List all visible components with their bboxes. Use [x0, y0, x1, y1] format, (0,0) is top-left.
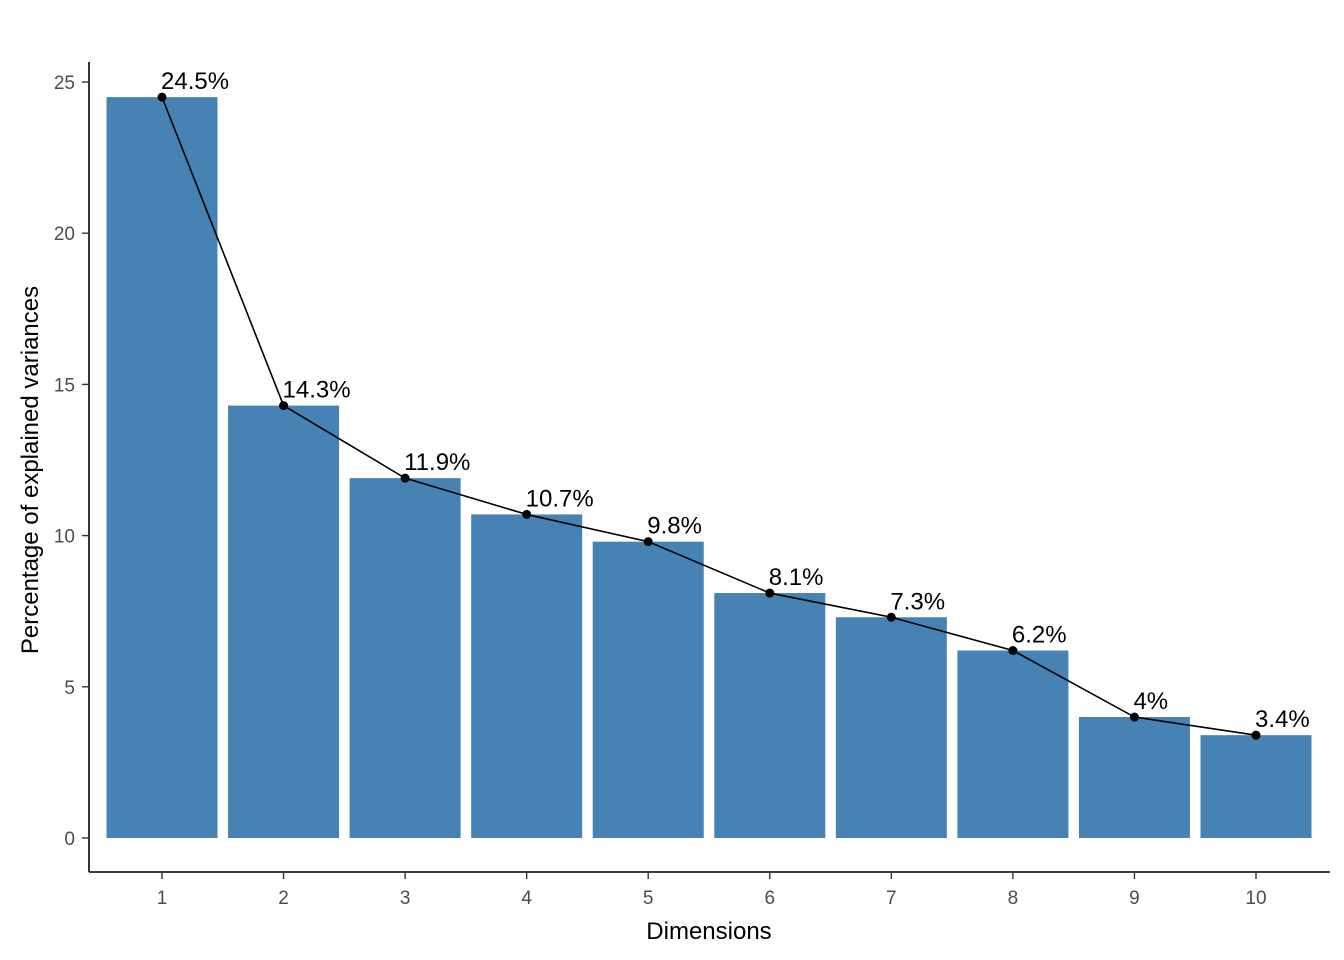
data-label-7: 7.3%: [890, 588, 945, 615]
y-tick-label-15: 15: [54, 375, 75, 396]
point-2: [279, 401, 289, 411]
x-tick-label-10: 10: [1245, 888, 1266, 909]
data-label-5: 9.8%: [647, 513, 702, 540]
point-7: [886, 612, 896, 622]
axes-layer: [88, 62, 1330, 873]
data-label-3: 11.9%: [404, 449, 470, 476]
point-10: [1251, 730, 1261, 740]
x-ticks-layer: 1 2 3 4 5 6 7 8 9 10: [157, 872, 1267, 909]
x-axis-title: Dimensions: [646, 918, 771, 945]
variance-line: [161, 96, 1257, 736]
bar-8: [957, 650, 1069, 838]
x-tick-label-7: 7: [886, 888, 897, 909]
y-tick-label-20: 20: [54, 224, 75, 245]
bar-7: [835, 617, 947, 838]
data-label-2: 14.3%: [283, 377, 351, 404]
point-1: [157, 92, 167, 102]
point-9: [1129, 712, 1139, 722]
bars-layer: [106, 97, 1312, 839]
x-tick-label-2: 2: [278, 888, 289, 909]
data-labels-layer: 24.5% 14.3% 11.9% 10.7% 9.8% 8.1% 7.3% 6.2% 4% 3.…: [161, 68, 1310, 733]
y-tick-label-0: 0: [64, 829, 75, 850]
x-tick-label-8: 8: [1008, 888, 1019, 909]
point-8: [1008, 646, 1018, 656]
data-label-9: 4%: [1133, 688, 1168, 715]
point-4: [522, 509, 532, 519]
bar-1: [106, 97, 218, 839]
bar-6: [714, 593, 826, 838]
y-tick-label-25: 25: [54, 73, 75, 94]
data-label-8: 6.2%: [1012, 622, 1067, 649]
line-layer: [157, 92, 1261, 740]
data-label-1: 24.5%: [161, 68, 229, 95]
bar-10: [1200, 735, 1312, 838]
data-label-4: 10.7%: [526, 485, 594, 512]
point-6: [765, 588, 775, 598]
x-tick-label-1: 1: [157, 888, 168, 909]
x-tick-label-5: 5: [643, 888, 654, 909]
bar-2: [228, 405, 340, 838]
data-label-10: 3.4%: [1255, 706, 1310, 733]
y-tick-label-5: 5: [64, 678, 75, 699]
bar-5: [592, 541, 704, 838]
point-3: [400, 473, 410, 483]
x-tick-label-4: 4: [521, 888, 532, 909]
bar-9: [1078, 717, 1190, 838]
y-axis-title: Percentage of explained variances: [17, 286, 44, 654]
y-ticks-layer: 0 5 10 15 20 25: [54, 73, 89, 850]
x-tick-label-9: 9: [1129, 888, 1140, 909]
bar-4: [471, 514, 583, 838]
y-tick-label-10: 10: [54, 527, 75, 548]
bar-3: [349, 478, 461, 838]
x-tick-label-3: 3: [400, 888, 411, 909]
point-5: [643, 537, 653, 547]
x-tick-label-6: 6: [764, 888, 775, 909]
data-label-6: 8.1%: [769, 564, 824, 591]
